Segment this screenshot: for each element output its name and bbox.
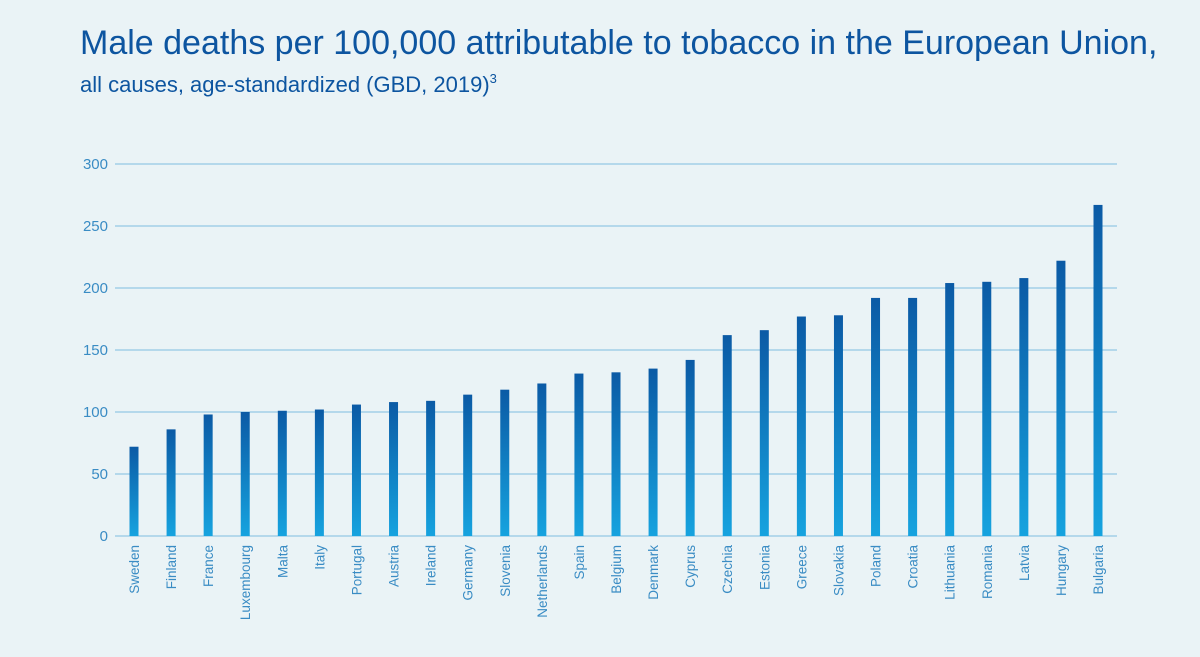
x-tick-label-bulgaria: Bulgaria [1091,545,1106,595]
bar-netherlands [537,383,547,536]
x-tick-label-latvia: Latvia [1017,545,1032,582]
bar-cyprus [685,359,695,536]
x-tick-label-czechia: Czechia [720,545,735,594]
chart-subtitle: all causes, age-standardized (GBD, 2019)… [80,71,497,97]
y-tick-label: 150 [83,342,108,359]
bar-bulgaria [1093,204,1103,537]
chart-subtitle-superscript: 3 [490,71,497,86]
y-tick-label: 50 [91,466,108,483]
y-tick-label: 200 [83,280,108,297]
x-tick-label-malta: Malta [275,545,290,579]
bar-poland [871,297,881,536]
x-tick-label-slovenia: Slovenia [498,545,513,597]
bar-finland [166,429,176,536]
bar-slovakia [833,315,843,536]
bar-germany [463,394,473,536]
bars [129,204,1103,537]
bar-belgium [611,372,621,536]
x-tick-label-lithuania: Lithuania [943,545,958,600]
x-axis-ticks: Sweden Finland France Luxembourg Malta Italy P… [127,545,1106,621]
bar-spain [574,373,584,536]
x-tick-label-france: France [201,545,216,587]
bar-romania [982,281,992,536]
x-tick-label-luxembourg: Luxembourg [238,545,253,620]
x-tick-label-finland: Finland [164,545,179,589]
x-tick-label-croatia: Croatia [906,545,921,589]
bar-malta [277,410,287,536]
y-axis-ticks: 0 50 100 150 200 250 300 [83,156,108,545]
y-tick-label: 100 [83,404,108,421]
x-tick-label-hungary: Hungary [1054,545,1069,596]
bar-estonia [759,330,769,536]
x-tick-label-austria: Austria [387,545,402,588]
chart-title: Male deaths per 100,000 attributable to … [80,24,1157,62]
x-tick-label-germany: Germany [461,545,476,601]
bar-sweden [129,446,139,536]
bar-czechia [722,335,732,536]
bar-portugal [351,404,361,536]
x-tick-label-portugal: Portugal [349,545,364,595]
bar-hungary [1056,260,1066,536]
y-tick-label: 0 [100,528,108,545]
x-tick-label-italy: Italy [312,545,327,570]
x-tick-label-sweden: Sweden [127,545,142,594]
x-tick-label-cyprus: Cyprus [683,545,698,588]
x-tick-label-slovakia: Slovakia [831,545,846,597]
x-tick-label-ireland: Ireland [424,545,439,586]
x-tick-label-denmark: Denmark [646,545,661,600]
bar-italy [314,409,324,536]
bar-austria [389,402,399,536]
bar-lithuania [945,283,955,536]
y-tick-label: 250 [83,218,108,235]
bar-slovenia [500,389,510,536]
chart-subtitle-text: all causes, age-standardized (GBD, 2019) [80,72,490,97]
bar-latvia [1019,278,1029,536]
bar-denmark [648,368,658,536]
bar-greece [796,316,806,536]
y-tick-label: 300 [83,156,108,173]
x-tick-label-greece: Greece [794,545,809,589]
x-tick-label-romania: Romania [980,545,995,600]
x-tick-label-poland: Poland [869,545,884,587]
bar-france [203,414,213,536]
x-tick-label-spain: Spain [572,545,587,580]
x-tick-label-belgium: Belgium [609,545,624,594]
bar-ireland [426,400,436,536]
bar-luxembourg [240,412,250,536]
x-tick-label-estonia: Estonia [757,545,772,591]
x-tick-label-netherlands: Netherlands [535,545,550,618]
bar-croatia [908,297,918,536]
